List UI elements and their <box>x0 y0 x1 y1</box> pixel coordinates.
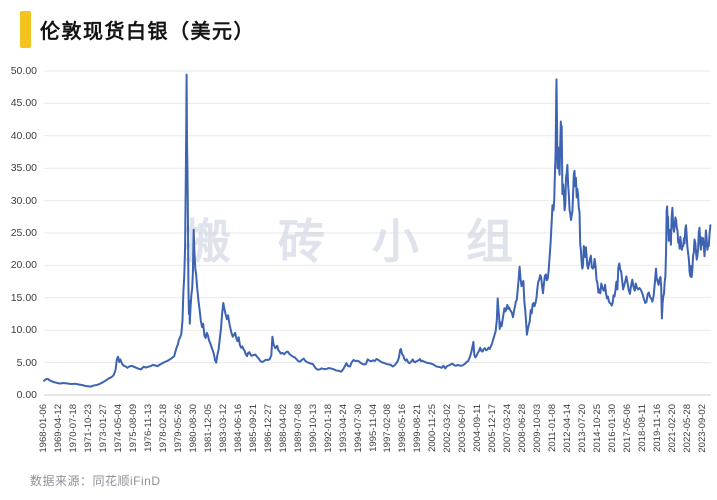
data-source: 数据来源：同花顺iFinD <box>30 474 161 488</box>
watermark: 搬砖小组 <box>184 215 560 268</box>
title-row: 伦敦现货白银（美元） <box>20 11 255 48</box>
chart-title: 伦敦现货白银（美元） <box>40 21 255 43</box>
price-line <box>43 73 712 388</box>
title-accent-bar <box>20 11 31 48</box>
